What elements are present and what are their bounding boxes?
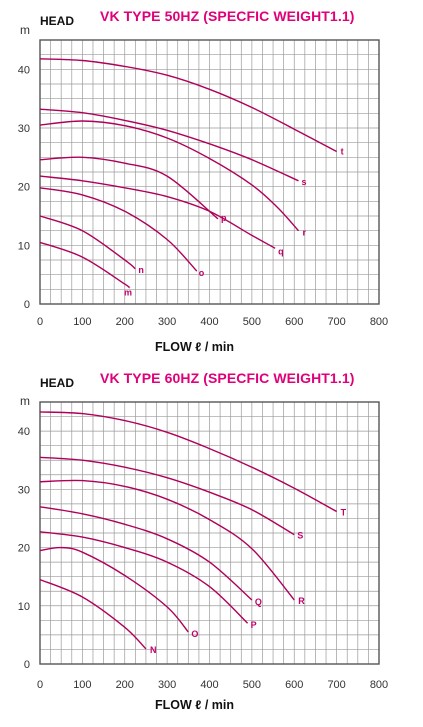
chart-panel-60hz: HEAD VK TYPE 60HZ (SPECFIC WEIGHT1.1) m 0… — [0, 362, 423, 727]
curve-N — [39, 578, 147, 650]
curve-label-N: N — [150, 645, 157, 655]
y-tick-label: 0 — [24, 299, 30, 311]
chart-panel-50hz: HEAD VK TYPE 50HZ (SPECFIC WEIGHT1.1) m 0… — [0, 0, 423, 362]
curve-label-Q: Q — [255, 597, 262, 607]
x-tick-label: 0 — [37, 679, 43, 691]
curve-label-p: p — [221, 213, 227, 223]
x-tick-label: 400 — [200, 316, 218, 328]
x-tick-label: 300 — [158, 679, 176, 691]
y-tick-label: 30 — [18, 123, 30, 135]
y-tick-label: 20 — [18, 543, 30, 555]
x-axis-title: FLOW ℓ / min — [155, 340, 235, 354]
x-tick-label: 0 — [37, 316, 43, 328]
curve-R — [39, 479, 295, 601]
curve-label-O: O — [191, 629, 198, 639]
x-tick-label: 400 — [200, 679, 218, 691]
x-tick-label: 100 — [73, 316, 91, 328]
x-tick-label: 100 — [73, 679, 91, 691]
curve-label-r: r — [302, 228, 306, 238]
curve-t — [39, 58, 337, 153]
plot-frame — [39, 401, 380, 665]
curve-label-P: P — [251, 620, 257, 630]
curve-s — [39, 108, 299, 182]
curve-label-o: o — [199, 268, 205, 278]
x-tick-label: 200 — [116, 316, 134, 328]
x-tick-label: 700 — [327, 679, 345, 691]
curve-label-R: R — [298, 596, 305, 606]
y-axis-title: HEAD — [40, 14, 75, 28]
x-tick-label: 800 — [370, 679, 388, 691]
curve-label-T: T — [341, 507, 347, 517]
curve-T — [39, 411, 337, 513]
curve-label-t: t — [341, 146, 344, 156]
y-tick-label: 30 — [18, 484, 30, 496]
chart-title: VK TYPE 50HZ (SPECFIC WEIGHT1.1) — [100, 8, 355, 24]
curve-o — [39, 187, 198, 272]
y-axis-unit: m — [20, 23, 30, 37]
plot-frame — [39, 39, 380, 305]
y-axis-title: HEAD — [40, 376, 75, 390]
curve-O — [39, 546, 189, 633]
x-tick-label: 500 — [243, 316, 261, 328]
y-tick-label: 20 — [18, 182, 30, 194]
y-tick-label: 10 — [18, 240, 30, 252]
curve-n — [39, 215, 136, 270]
x-tick-label: 600 — [285, 679, 303, 691]
curve-label-q: q — [278, 246, 284, 256]
curve-p — [39, 156, 219, 220]
x-tick-label: 300 — [158, 316, 176, 328]
curve-label-n: n — [138, 265, 144, 275]
curve-label-m: m — [124, 288, 132, 298]
x-tick-label: 500 — [243, 679, 261, 691]
curve-Q — [39, 506, 253, 601]
curve-S — [39, 456, 295, 536]
y-axis-unit: m — [20, 394, 30, 408]
y-tick-label: 40 — [18, 64, 30, 76]
x-axis-title: FLOW ℓ / min — [155, 698, 235, 712]
x-tick-label: 200 — [116, 679, 134, 691]
y-tick-label: 40 — [18, 426, 30, 438]
curve-label-S: S — [297, 531, 303, 541]
x-tick-label: 800 — [370, 316, 388, 328]
x-tick-label: 700 — [327, 316, 345, 328]
chart-title: VK TYPE 60HZ (SPECFIC WEIGHT1.1) — [100, 370, 355, 386]
x-tick-label: 600 — [285, 316, 303, 328]
y-tick-label: 0 — [24, 659, 30, 671]
y-tick-label: 10 — [18, 601, 30, 613]
curve-P — [39, 531, 249, 624]
curve-q — [39, 175, 276, 249]
curve-label-s: s — [301, 177, 306, 187]
curve-r — [39, 120, 300, 232]
